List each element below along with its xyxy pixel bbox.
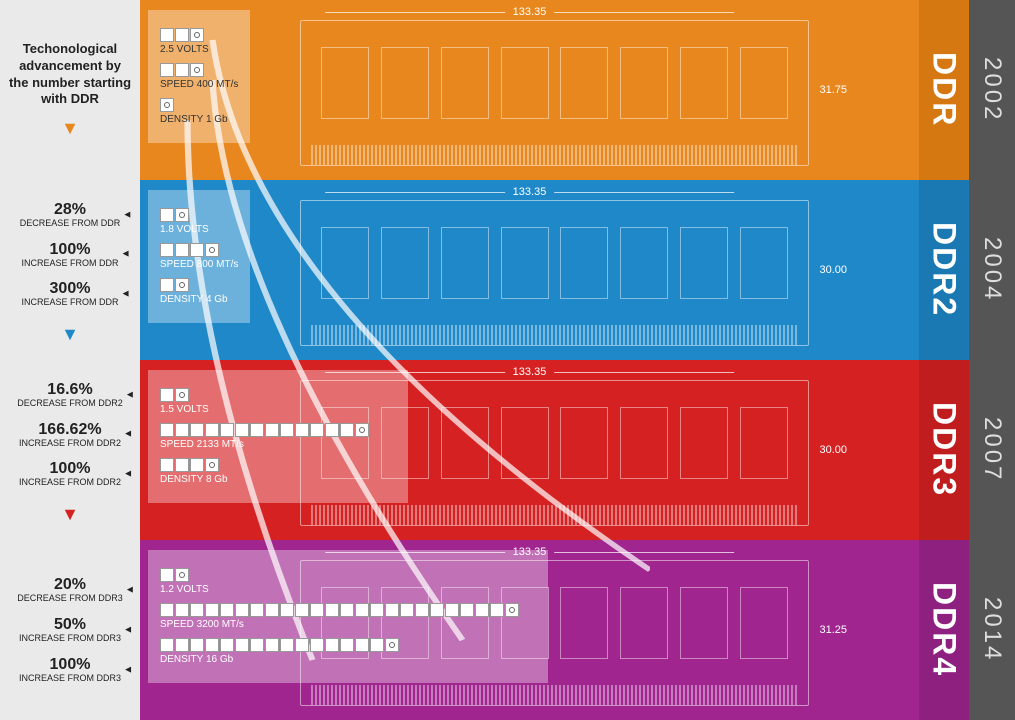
height-dimension: 31.25 bbox=[819, 624, 847, 636]
row-ddr4: 20%DECREASE FROM DDR3 50%INCREASE FROM D… bbox=[0, 540, 1015, 720]
speed-boxes bbox=[160, 63, 238, 77]
density-label: DENSITY 1 Gb bbox=[160, 114, 238, 125]
ddr2-main: 1.8 VOLTS SPEED 800 MT/s DENSITY 4 Gb 13… bbox=[140, 180, 919, 360]
left-intro: Techonological advancement by the number… bbox=[0, 0, 140, 180]
row-ddr2: 28%DECREASE FROM DDR 100%INCREASE FROM D… bbox=[0, 180, 1015, 360]
stat-speed: 100%INCREASE FROM DDR bbox=[21, 241, 118, 269]
ddr1-year: 2002 bbox=[969, 0, 1015, 180]
height-dimension: 30.00 bbox=[819, 444, 847, 456]
left-stats-ddr3: 16.6%DECREASE FROM DDR2 166.62%INCREASE … bbox=[0, 360, 140, 540]
left-stats-ddr4: 20%DECREASE FROM DDR3 50%INCREASE FROM D… bbox=[0, 540, 140, 720]
width-dimension: 133.35 bbox=[513, 186, 547, 198]
spec-density: DENSITY 1 Gb bbox=[160, 98, 238, 125]
ddr1-specs: 2.5 VOLTS SPEED 400 MT/s DENSITY 1 Gb bbox=[148, 10, 250, 143]
spec-volts: 1.5 VOLTS bbox=[160, 388, 396, 415]
left-stats-ddr2: 28%DECREASE FROM DDR 100%INCREASE FROM D… bbox=[0, 180, 140, 360]
ddr2-specs: 1.8 VOLTS SPEED 800 MT/s DENSITY 4 Gb bbox=[148, 190, 250, 323]
volts-label: 2.5 VOLTS bbox=[160, 44, 238, 55]
ddr2-year: 2004 bbox=[969, 180, 1015, 360]
spec-speed: SPEED 800 MT/s bbox=[160, 243, 238, 270]
ddr4-main: 1.2 VOLTS SPEED 3200 MT/s DENSITY 16 Gb … bbox=[140, 540, 919, 720]
row-ddr3: 16.6%DECREASE FROM DDR2 166.62%INCREASE … bbox=[0, 360, 1015, 540]
row-ddr1: Techonological advancement by the number… bbox=[0, 0, 1015, 180]
stat-density: 300%INCREASE FROM DDR bbox=[21, 280, 118, 308]
ddr3-specs: 1.5 VOLTS SPEED 2133 MT/s DENSITY 8 Gb bbox=[148, 370, 408, 503]
height-dimension: 30.00 bbox=[819, 264, 847, 276]
spec-speed: SPEED 2133 MT/s bbox=[160, 423, 396, 450]
spec-speed: SPEED 3200 MT/s bbox=[160, 603, 536, 630]
ddr3-main: 1.5 VOLTS SPEED 2133 MT/s DENSITY 8 Gb 1… bbox=[140, 360, 919, 540]
stat-speed: 166.62%INCREASE FROM DDR2 bbox=[19, 421, 121, 449]
spec-density: DENSITY 8 Gb bbox=[160, 458, 396, 485]
stat-density: 100%INCREASE FROM DDR2 bbox=[19, 460, 121, 488]
speed-label: SPEED 400 MT/s bbox=[160, 79, 238, 90]
ddr4-specs: 1.2 VOLTS SPEED 3200 MT/s DENSITY 16 Gb bbox=[148, 550, 548, 683]
ddr3-year: 2007 bbox=[969, 360, 1015, 540]
stat-volts: 20%DECREASE FROM DDR3 bbox=[17, 576, 123, 604]
ram-diagram bbox=[300, 20, 809, 166]
height-dimension: 31.75 bbox=[819, 84, 847, 96]
stat-volts: 16.6%DECREASE FROM DDR2 bbox=[17, 381, 123, 409]
spec-density: DENSITY 16 Gb bbox=[160, 638, 536, 665]
ddr1-name: DDR bbox=[919, 0, 969, 180]
volts-boxes bbox=[160, 28, 238, 42]
chevron-down-icon: ▼ bbox=[61, 118, 79, 139]
ddr3-name: DDR3 bbox=[919, 360, 969, 540]
width-dimension: 133.35 bbox=[513, 366, 547, 378]
spec-density: DENSITY 4 Gb bbox=[160, 278, 238, 305]
chevron-down-icon: ▼ bbox=[61, 504, 79, 525]
stat-density: 100%INCREASE FROM DDR3 bbox=[19, 656, 121, 684]
ddr4-name: DDR4 bbox=[919, 540, 969, 720]
stat-speed: 50%INCREASE FROM DDR3 bbox=[19, 616, 121, 644]
ddr2-name: DDR2 bbox=[919, 180, 969, 360]
stat-volts: 28%DECREASE FROM DDR bbox=[20, 201, 121, 229]
width-dimension: 133.35 bbox=[513, 6, 547, 18]
ddr1-main: 2.5 VOLTS SPEED 400 MT/s DENSITY 1 Gb 13… bbox=[140, 0, 919, 180]
intro-text: Techonological advancement by the number… bbox=[8, 41, 132, 109]
spec-volts: 1.2 VOLTS bbox=[160, 568, 536, 595]
ram-diagram bbox=[300, 200, 809, 346]
ddr4-year: 2014 bbox=[969, 540, 1015, 720]
chevron-down-icon: ▼ bbox=[61, 324, 79, 345]
spec-volts: 1.8 VOLTS bbox=[160, 208, 238, 235]
ddr-infographic: Techonological advancement by the number… bbox=[0, 0, 1015, 720]
spec-speed: SPEED 400 MT/s bbox=[160, 63, 238, 90]
density-boxes bbox=[160, 98, 238, 112]
spec-volts: 2.5 VOLTS bbox=[160, 28, 238, 55]
